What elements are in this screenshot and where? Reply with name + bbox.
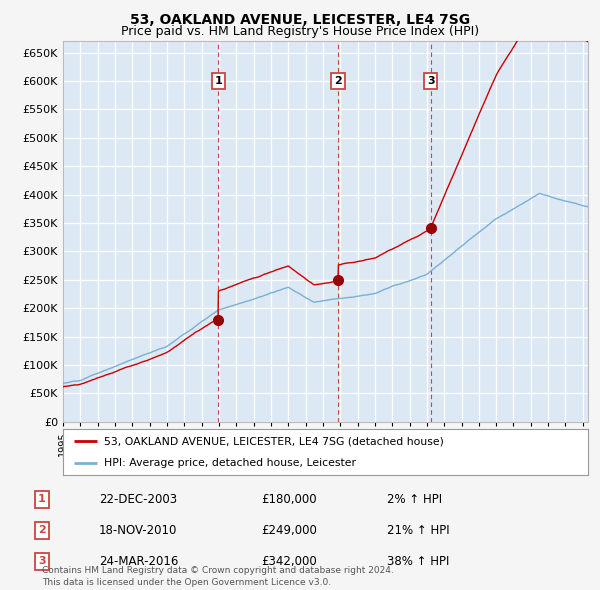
- Text: 24-MAR-2016: 24-MAR-2016: [99, 555, 178, 568]
- Text: 53, OAKLAND AVENUE, LEICESTER, LE4 7SG: 53, OAKLAND AVENUE, LEICESTER, LE4 7SG: [130, 13, 470, 27]
- Text: Price paid vs. HM Land Registry's House Price Index (HPI): Price paid vs. HM Land Registry's House …: [121, 25, 479, 38]
- Text: 2% ↑ HPI: 2% ↑ HPI: [387, 493, 442, 506]
- Text: 2: 2: [38, 526, 46, 535]
- Text: 21% ↑ HPI: 21% ↑ HPI: [387, 524, 449, 537]
- Text: 1: 1: [215, 76, 222, 86]
- Text: 22-DEC-2003: 22-DEC-2003: [99, 493, 177, 506]
- Text: 18-NOV-2010: 18-NOV-2010: [99, 524, 178, 537]
- Text: 1: 1: [38, 494, 46, 504]
- Text: Contains HM Land Registry data © Crown copyright and database right 2024.
This d: Contains HM Land Registry data © Crown c…: [42, 566, 394, 587]
- Text: £180,000: £180,000: [261, 493, 317, 506]
- Text: 3: 3: [427, 76, 434, 86]
- Text: HPI: Average price, detached house, Leicester: HPI: Average price, detached house, Leic…: [104, 457, 356, 467]
- Text: 2: 2: [334, 76, 342, 86]
- Text: 38% ↑ HPI: 38% ↑ HPI: [387, 555, 449, 568]
- Text: £249,000: £249,000: [261, 524, 317, 537]
- Text: £342,000: £342,000: [261, 555, 317, 568]
- Text: 3: 3: [38, 556, 46, 566]
- Text: 53, OAKLAND AVENUE, LEICESTER, LE4 7SG (detached house): 53, OAKLAND AVENUE, LEICESTER, LE4 7SG (…: [104, 437, 444, 447]
